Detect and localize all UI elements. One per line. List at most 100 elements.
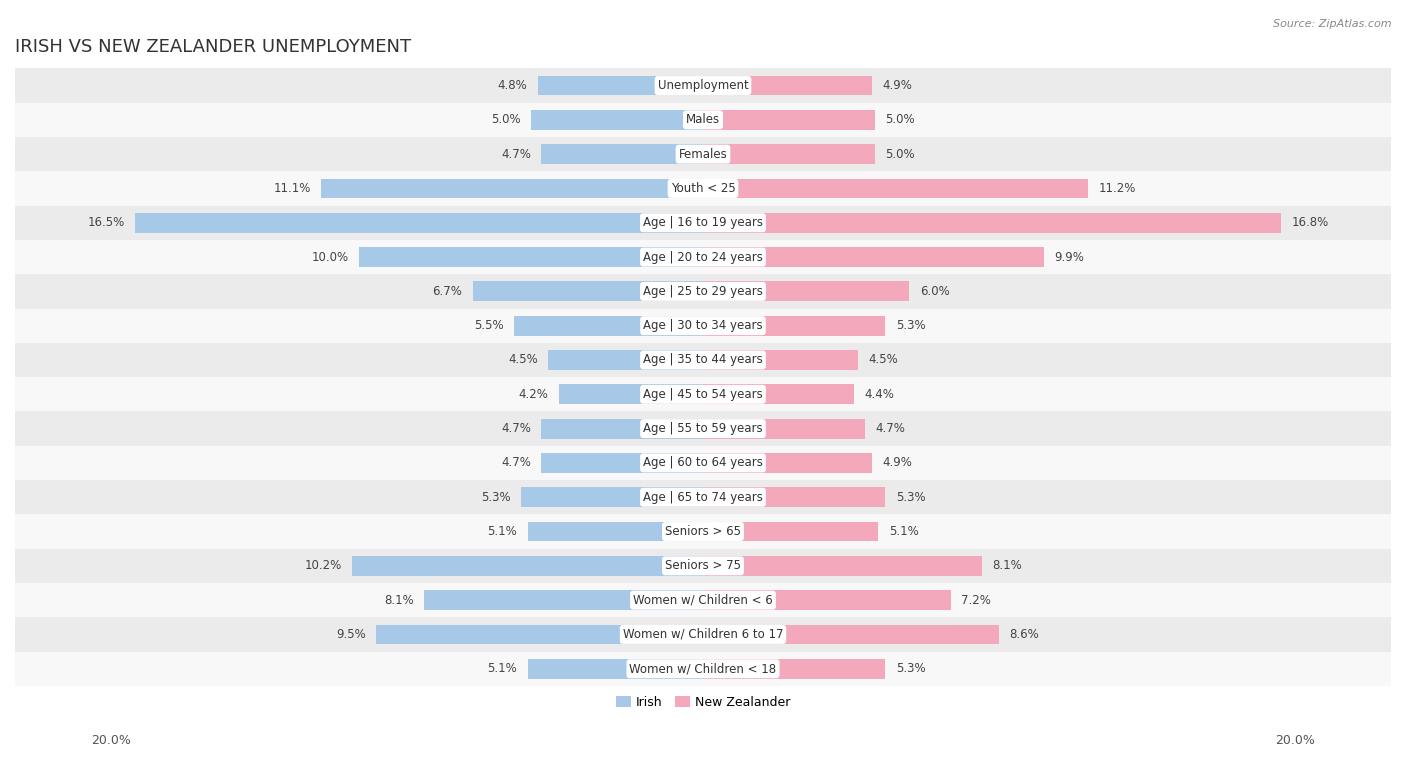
Bar xyxy=(15,274,1391,309)
Bar xyxy=(703,316,886,335)
Text: Women w/ Children < 18: Women w/ Children < 18 xyxy=(630,662,776,675)
Bar xyxy=(558,385,703,404)
Text: Age | 65 to 74 years: Age | 65 to 74 years xyxy=(643,491,763,503)
Bar xyxy=(520,488,703,507)
Text: 4.9%: 4.9% xyxy=(882,456,911,469)
Text: 4.5%: 4.5% xyxy=(508,354,538,366)
Text: Women w/ Children 6 to 17: Women w/ Children 6 to 17 xyxy=(623,628,783,641)
Text: 5.0%: 5.0% xyxy=(491,114,520,126)
Text: 10.2%: 10.2% xyxy=(305,559,342,572)
Bar xyxy=(703,419,865,438)
Bar xyxy=(703,247,1043,267)
Bar xyxy=(15,377,1391,412)
Text: 5.1%: 5.1% xyxy=(488,525,517,538)
Bar xyxy=(135,213,703,232)
Bar xyxy=(15,652,1391,686)
Bar xyxy=(15,583,1391,617)
Bar xyxy=(548,350,703,370)
Bar xyxy=(15,309,1391,343)
Text: Age | 20 to 24 years: Age | 20 to 24 years xyxy=(643,251,763,263)
Text: 5.0%: 5.0% xyxy=(886,148,915,160)
Bar xyxy=(15,171,1391,206)
Text: 5.3%: 5.3% xyxy=(896,319,925,332)
Bar xyxy=(703,144,875,164)
Bar xyxy=(531,110,703,129)
Bar xyxy=(703,590,950,610)
Bar xyxy=(352,556,703,576)
Text: Seniors > 75: Seniors > 75 xyxy=(665,559,741,572)
Text: 4.9%: 4.9% xyxy=(882,79,911,92)
Bar xyxy=(425,590,703,610)
Bar xyxy=(541,144,703,164)
Bar xyxy=(15,68,1391,103)
Bar xyxy=(377,625,703,644)
Text: 8.6%: 8.6% xyxy=(1010,628,1039,641)
Bar xyxy=(703,659,886,679)
Text: IRISH VS NEW ZEALANDER UNEMPLOYMENT: IRISH VS NEW ZEALANDER UNEMPLOYMENT xyxy=(15,38,411,56)
Bar xyxy=(703,110,875,129)
Text: 4.4%: 4.4% xyxy=(865,388,894,400)
Text: Females: Females xyxy=(679,148,727,160)
Text: 10.0%: 10.0% xyxy=(312,251,349,263)
Bar xyxy=(15,412,1391,446)
Text: Age | 16 to 19 years: Age | 16 to 19 years xyxy=(643,217,763,229)
Text: Males: Males xyxy=(686,114,720,126)
Text: Age | 60 to 64 years: Age | 60 to 64 years xyxy=(643,456,763,469)
Text: Youth < 25: Youth < 25 xyxy=(671,182,735,195)
Text: 9.9%: 9.9% xyxy=(1054,251,1084,263)
Bar xyxy=(703,625,998,644)
Text: 5.3%: 5.3% xyxy=(896,491,925,503)
Text: 16.5%: 16.5% xyxy=(87,217,125,229)
Bar xyxy=(513,316,703,335)
Bar xyxy=(703,488,886,507)
Bar xyxy=(15,206,1391,240)
Text: Age | 35 to 44 years: Age | 35 to 44 years xyxy=(643,354,763,366)
Text: Unemployment: Unemployment xyxy=(658,79,748,92)
Text: 16.8%: 16.8% xyxy=(1291,217,1329,229)
Text: 9.5%: 9.5% xyxy=(336,628,366,641)
Text: 6.7%: 6.7% xyxy=(432,285,463,298)
Bar xyxy=(703,350,858,370)
Text: Age | 30 to 34 years: Age | 30 to 34 years xyxy=(643,319,763,332)
Text: 5.5%: 5.5% xyxy=(474,319,503,332)
Legend: Irish, New Zealander: Irish, New Zealander xyxy=(610,690,796,714)
Text: 20.0%: 20.0% xyxy=(91,734,131,747)
Text: 5.1%: 5.1% xyxy=(889,525,918,538)
Bar xyxy=(527,659,703,679)
Bar xyxy=(703,385,855,404)
Bar xyxy=(703,282,910,301)
Text: 7.2%: 7.2% xyxy=(960,593,991,606)
Bar xyxy=(15,446,1391,480)
Bar xyxy=(472,282,703,301)
Text: Source: ZipAtlas.com: Source: ZipAtlas.com xyxy=(1274,19,1392,29)
Text: 4.7%: 4.7% xyxy=(875,422,905,435)
Bar xyxy=(15,343,1391,377)
Text: 11.1%: 11.1% xyxy=(273,182,311,195)
Bar xyxy=(15,617,1391,652)
Bar xyxy=(703,522,879,541)
Text: Age | 25 to 29 years: Age | 25 to 29 years xyxy=(643,285,763,298)
Bar xyxy=(703,556,981,576)
Bar xyxy=(15,549,1391,583)
Text: 4.2%: 4.2% xyxy=(519,388,548,400)
Bar xyxy=(541,419,703,438)
Bar xyxy=(703,179,1088,198)
Bar xyxy=(15,103,1391,137)
Text: 4.7%: 4.7% xyxy=(501,422,531,435)
Text: 8.1%: 8.1% xyxy=(993,559,1022,572)
Bar xyxy=(15,240,1391,274)
Text: Age | 55 to 59 years: Age | 55 to 59 years xyxy=(643,422,763,435)
Bar xyxy=(527,522,703,541)
Bar xyxy=(703,213,1281,232)
Text: Seniors > 65: Seniors > 65 xyxy=(665,525,741,538)
Text: Age | 45 to 54 years: Age | 45 to 54 years xyxy=(643,388,763,400)
Bar xyxy=(541,453,703,473)
Bar xyxy=(703,453,872,473)
Text: 4.7%: 4.7% xyxy=(501,456,531,469)
Bar xyxy=(15,480,1391,514)
Bar xyxy=(15,137,1391,171)
Text: 4.5%: 4.5% xyxy=(868,354,898,366)
Text: 5.0%: 5.0% xyxy=(886,114,915,126)
Bar xyxy=(15,514,1391,549)
Text: 20.0%: 20.0% xyxy=(1275,734,1315,747)
